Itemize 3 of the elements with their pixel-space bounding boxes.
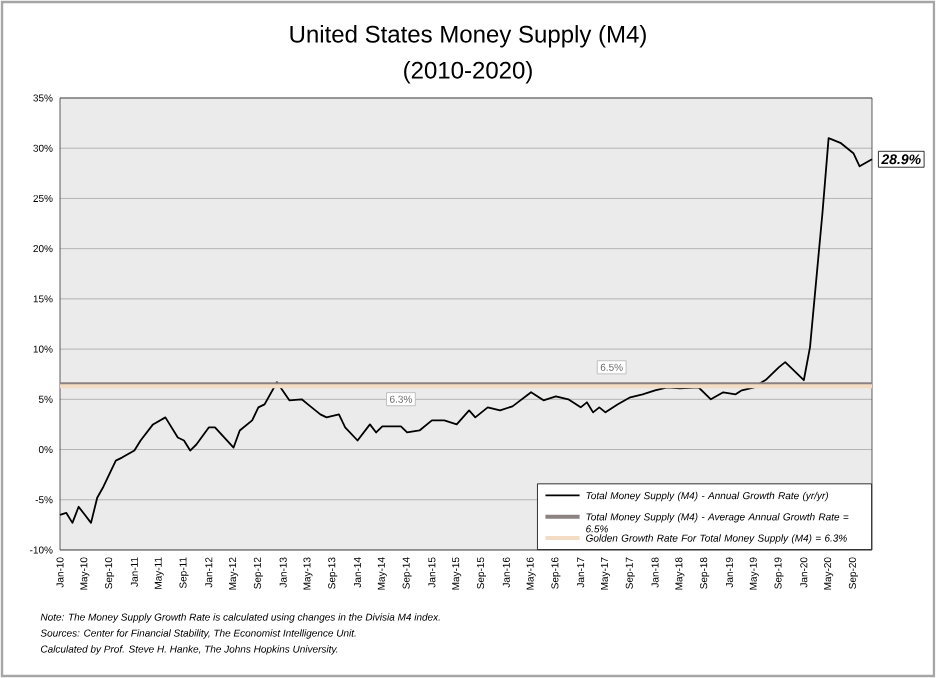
chart-subtitle: (2010-2020) [404, 61, 532, 84]
chart-title: United States Money Supply (M4) [290, 25, 646, 48]
line-series [59, 137, 873, 524]
